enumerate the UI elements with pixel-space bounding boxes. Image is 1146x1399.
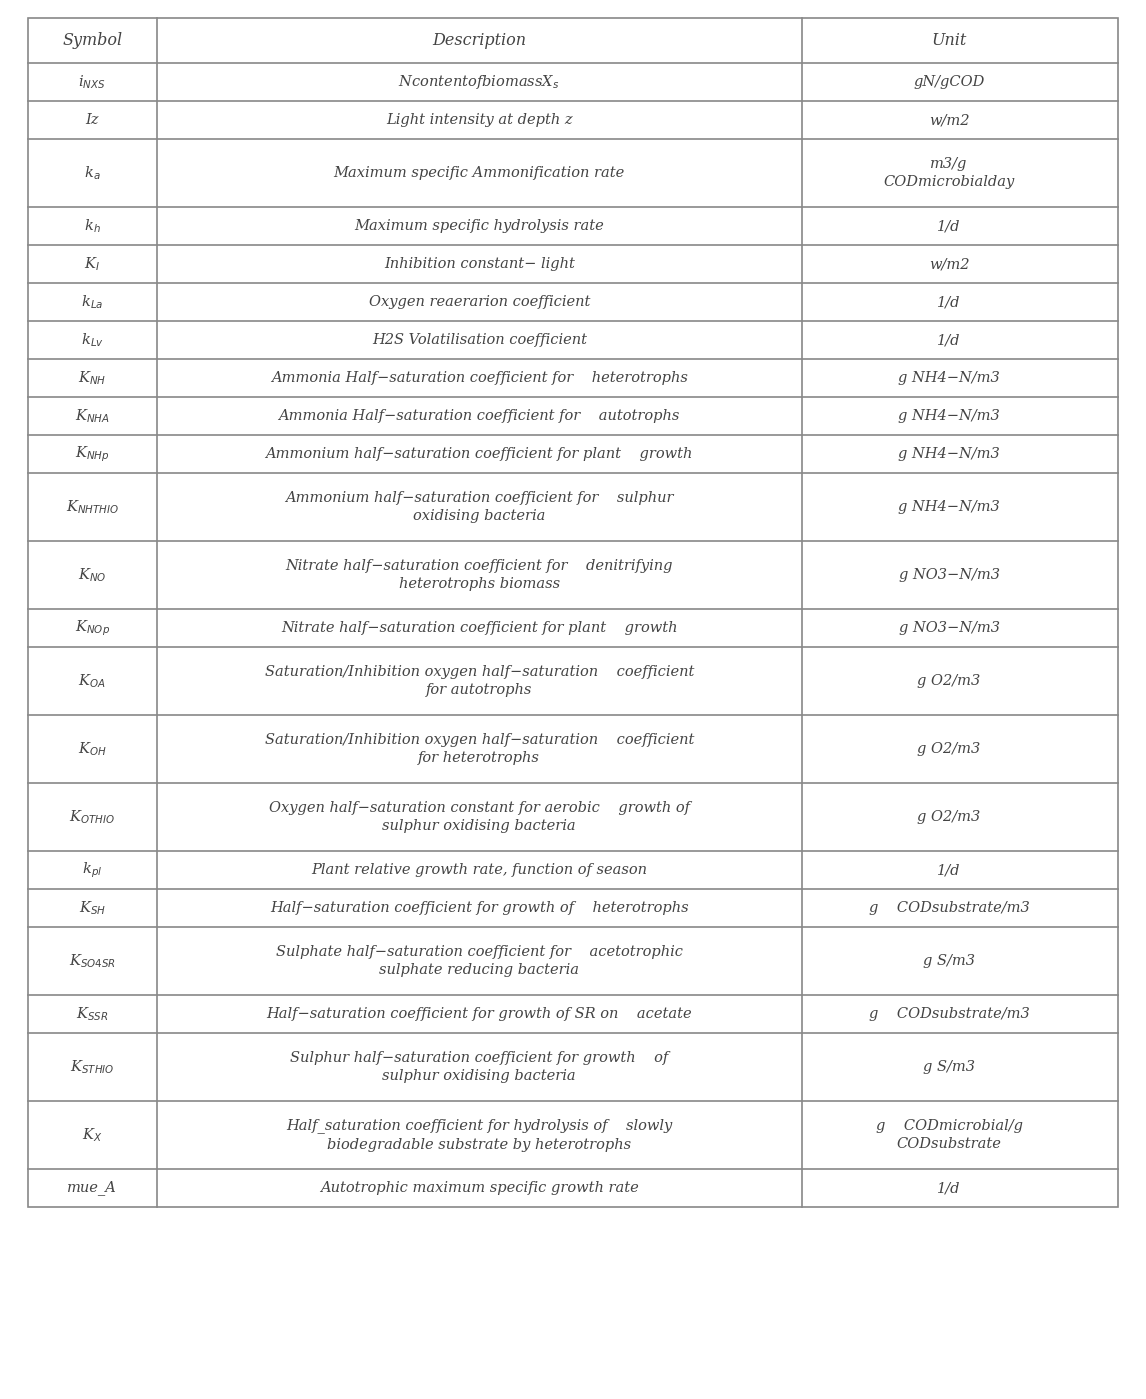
Text: k$_{La}$: k$_{La}$	[81, 294, 103, 311]
Text: g O2/m3: g O2/m3	[918, 810, 981, 824]
Text: Description: Description	[432, 32, 526, 49]
Text: Oxygen reaerarion coefficient: Oxygen reaerarion coefficient	[369, 295, 590, 309]
Text: K$_{OTHIO}$: K$_{OTHIO}$	[69, 809, 116, 825]
Text: K$_I$: K$_I$	[85, 255, 101, 273]
Text: g S/m3: g S/m3	[923, 954, 975, 968]
Text: Sulphate half−saturation coefficient for    acetotrophic
sulphate reducing bacte: Sulphate half−saturation coefficient for…	[276, 944, 683, 977]
Text: g NH4−N/m3: g NH4−N/m3	[898, 448, 1000, 462]
Text: K$_{SH}$: K$_{SH}$	[79, 900, 105, 916]
Text: k$_{pl}$: k$_{pl}$	[83, 860, 102, 880]
Text: K$_{NHA}$: K$_{NHA}$	[74, 407, 110, 425]
Text: g NO3−N/m3: g NO3−N/m3	[898, 568, 999, 582]
Text: Half−saturation coefficient for growth of SR on    acetate: Half−saturation coefficient for growth o…	[267, 1007, 692, 1021]
Text: K$_X$: K$_X$	[83, 1126, 102, 1144]
Text: H2S Volatilisation coefficient: H2S Volatilisation coefficient	[371, 333, 587, 347]
Text: K$_{SSR}$: K$_{SSR}$	[76, 1004, 109, 1023]
Bar	[28, 18, 1118, 1207]
Text: Ammonia Half−saturation coefficient for    heterotrophs: Ammonia Half−saturation coefficient for …	[270, 371, 688, 385]
Text: Unit: Unit	[932, 32, 967, 49]
Text: Oxygen half−saturation constant for aerobic    growth of
sulphur oxidising bacte: Oxygen half−saturation constant for aero…	[269, 800, 690, 834]
Text: Iz: Iz	[86, 113, 99, 127]
Text: Maximum specific hydrolysis rate: Maximum specific hydrolysis rate	[354, 220, 604, 234]
Text: Ammonium half−saturation coefficient for    sulphur
oxidising bacteria: Ammonium half−saturation coefficient for…	[285, 491, 674, 523]
Text: 1/d: 1/d	[937, 863, 960, 877]
Text: g NH4−N/m3: g NH4−N/m3	[898, 409, 1000, 422]
Text: Inhibition constant− light: Inhibition constant− light	[384, 257, 574, 271]
Text: Saturation/Inhibition oxygen half−saturation    coefficient
for heterotrophs: Saturation/Inhibition oxygen half−satura…	[265, 733, 694, 765]
Text: g O2/m3: g O2/m3	[918, 741, 981, 755]
Text: 1/d: 1/d	[937, 1181, 960, 1195]
Text: Nitrate half−saturation coefficient for    denitrifying
heterotrophs biomass: Nitrate half−saturation coefficient for …	[285, 558, 673, 592]
Text: mue_A: mue_A	[68, 1181, 117, 1195]
Text: k$_h$: k$_h$	[84, 217, 101, 235]
Text: g    CODsubstrate/m3: g CODsubstrate/m3	[869, 901, 1029, 915]
Text: w/m2: w/m2	[928, 113, 970, 127]
Text: Symbol: Symbol	[62, 32, 123, 49]
Text: Nitrate half−saturation coefficient for plant    growth: Nitrate half−saturation coefficient for …	[281, 621, 677, 635]
Text: gN/gCOD: gN/gCOD	[913, 76, 984, 90]
Text: Maximum specific Ammonification rate: Maximum specific Ammonification rate	[333, 166, 625, 180]
Text: NcontentofbiomassX$_s$: NcontentofbiomassX$_s$	[399, 73, 560, 91]
Text: Autotrophic maximum specific growth rate: Autotrophic maximum specific growth rate	[320, 1181, 638, 1195]
Text: K$_{NOp}$: K$_{NOp}$	[74, 618, 110, 638]
Text: g    CODmicrobial/g
CODsubstrate: g CODmicrobial/g CODsubstrate	[876, 1119, 1022, 1151]
Text: w/m2: w/m2	[928, 257, 970, 271]
Text: K$_{SO4SR}$: K$_{SO4SR}$	[69, 953, 116, 970]
Text: 1/d: 1/d	[937, 220, 960, 234]
Text: g NH4−N/m3: g NH4−N/m3	[898, 499, 1000, 513]
Text: 1/d: 1/d	[937, 333, 960, 347]
Text: Half_saturation coefficient for hydrolysis of    slowly
biodegradable substrate : Half_saturation coefficient for hydrolys…	[286, 1118, 673, 1151]
Text: Light intensity at depth z: Light intensity at depth z	[386, 113, 573, 127]
Text: K$_{OA}$: K$_{OA}$	[78, 672, 107, 690]
Text: g    CODsubstrate/m3: g CODsubstrate/m3	[869, 1007, 1029, 1021]
Text: K$_{OH}$: K$_{OH}$	[78, 740, 107, 758]
Text: g O2/m3: g O2/m3	[918, 674, 981, 688]
Text: g NH4−N/m3: g NH4−N/m3	[898, 371, 1000, 385]
Text: g S/m3: g S/m3	[923, 1060, 975, 1074]
Text: i$_{NXS}$: i$_{NXS}$	[78, 73, 107, 91]
Text: 1/d: 1/d	[937, 295, 960, 309]
Text: K$_{NH}$: K$_{NH}$	[78, 369, 107, 388]
Text: Sulphur half−saturation coefficient for growth    of
sulphur oxidising bacteria: Sulphur half−saturation coefficient for …	[290, 1051, 668, 1083]
Text: Ammonium half−saturation coefficient for plant    growth: Ammonium half−saturation coefficient for…	[266, 448, 693, 462]
Text: K$_{NHp}$: K$_{NHp}$	[74, 445, 110, 464]
Text: K$_{NO}$: K$_{NO}$	[78, 567, 107, 583]
Text: m3/g
CODmicrobialday: m3/g CODmicrobialday	[884, 157, 1014, 189]
Text: Plant relative growth rate, function of season: Plant relative growth rate, function of …	[312, 863, 647, 877]
Text: k$_{Lv}$: k$_{Lv}$	[81, 332, 104, 348]
Text: K$_{NHTHIO}$: K$_{NHTHIO}$	[65, 498, 119, 516]
Text: k$_a$: k$_a$	[84, 164, 101, 182]
Text: Saturation/Inhibition oxygen half−saturation    coefficient
for autotrophs: Saturation/Inhibition oxygen half−satura…	[265, 665, 694, 697]
Text: Ammonia Half−saturation coefficient for    autotrophs: Ammonia Half−saturation coefficient for …	[278, 409, 680, 422]
Text: Half−saturation coefficient for growth of    heterotrophs: Half−saturation coefficient for growth o…	[270, 901, 689, 915]
Text: K$_{STHIO}$: K$_{STHIO}$	[70, 1058, 115, 1076]
Text: g NO3−N/m3: g NO3−N/m3	[898, 621, 999, 635]
